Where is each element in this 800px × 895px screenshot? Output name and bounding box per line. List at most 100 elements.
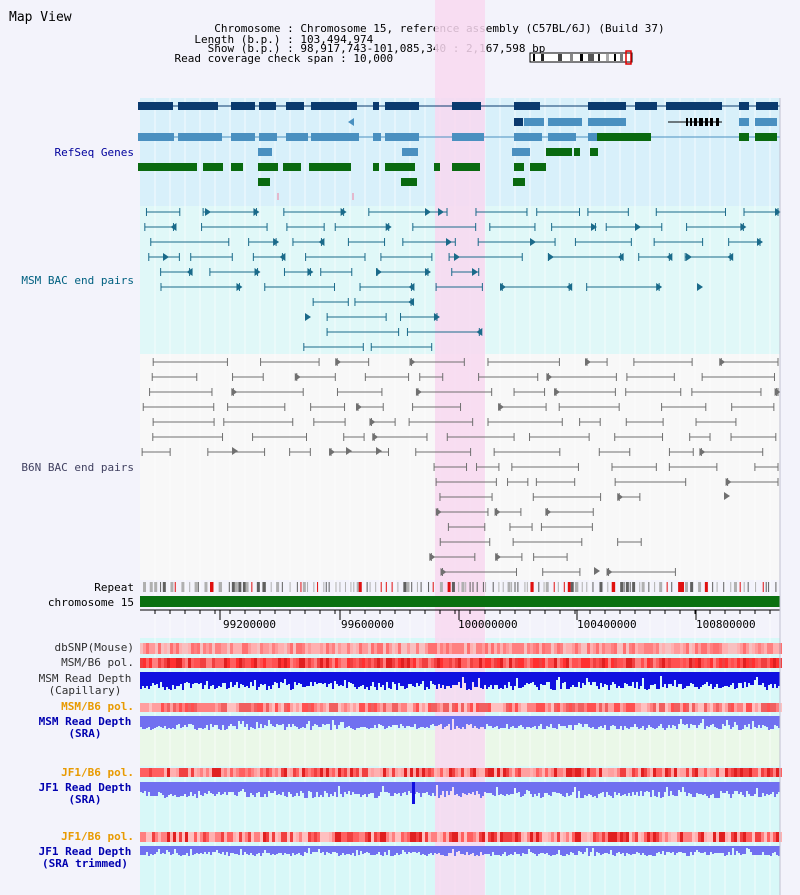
chromosome-band: [580, 54, 583, 61]
gene-strand-arrow: [286, 102, 291, 110]
density-cell: [401, 832, 404, 842]
density-cell: [188, 703, 191, 712]
read-depth-bar: [432, 846, 434, 855]
density-cell: [473, 832, 476, 842]
read-depth-bar: [474, 782, 476, 795]
read-depth-bar: [374, 846, 376, 855]
read-depth-bar: [326, 716, 328, 724]
density-cell: [767, 643, 770, 654]
density-cell: [218, 768, 221, 777]
jf1-sra-line2: (SRA): [68, 793, 102, 806]
density-cell: [707, 643, 710, 654]
read-depth-bar: [750, 716, 752, 729]
chromosome-band: [614, 54, 616, 61]
msm-bac-end-pairs-label[interactable]: MSM BAC end pairs: [21, 274, 134, 287]
read-depth-bar: [646, 672, 648, 690]
refseq-genes-label[interactable]: RefSeq Genes: [54, 146, 134, 159]
density-cell: [308, 703, 311, 712]
b6n-bac-end-pairs-label[interactable]: B6N BAC end pairs: [21, 461, 134, 474]
axis-tick-label: 99600000: [341, 618, 394, 631]
gene-strand-arrow: [434, 163, 439, 171]
density-cell: [650, 703, 653, 712]
read-depth-bar: [558, 782, 560, 793]
density-cell: [626, 658, 629, 668]
density-cell: [506, 768, 509, 777]
read-depth-bar: [572, 846, 574, 853]
read-depth-bar: [224, 782, 226, 792]
read-depth-bar: [542, 846, 544, 853]
density-cell: [368, 643, 371, 654]
read-depth-bar: [214, 846, 216, 852]
density-cell: [380, 658, 383, 668]
density-cell: [626, 703, 629, 712]
read-depth-bar: [408, 716, 410, 726]
read-depth-bar: [538, 672, 540, 690]
density-cell: [668, 643, 671, 654]
repeat-element: [447, 582, 451, 592]
density-cell: [524, 832, 527, 842]
density-cell: [296, 703, 299, 712]
density-cell: [734, 658, 737, 668]
read-depth-bar: [172, 716, 174, 728]
density-cell: [680, 768, 683, 777]
density-cell: [647, 643, 650, 654]
density-cell: [344, 643, 347, 654]
density-cell: [221, 703, 224, 712]
read-depth-bar: [364, 672, 366, 689]
read-depth-bar: [360, 846, 362, 851]
density-cell: [425, 643, 428, 654]
density-cell: [425, 703, 428, 712]
density-cell: [350, 703, 353, 712]
density-cell: [230, 703, 233, 712]
read-depth-bar: [146, 846, 148, 852]
density-cell: [617, 832, 620, 842]
density-cell: [701, 832, 704, 842]
read-depth-bar: [290, 782, 292, 794]
density-cell: [725, 643, 728, 654]
read-depth-bar: [610, 782, 612, 796]
read-depth-bar: [496, 716, 498, 726]
read-depth-bar: [520, 672, 522, 688]
density-cell: [236, 703, 239, 712]
density-cell: [593, 832, 596, 842]
read-depth-bar: [302, 846, 304, 856]
density-cell: [230, 768, 233, 777]
density-cell: [509, 768, 512, 777]
density-cell: [659, 703, 662, 712]
read-depth-bar: [320, 672, 322, 683]
density-cell: [716, 658, 719, 668]
density-cell: [665, 658, 668, 668]
read-depth-bar: [632, 716, 634, 727]
read-depth-bar: [370, 716, 372, 728]
density-cell: [776, 643, 779, 654]
read-depth-bar: [286, 716, 288, 727]
read-depth-bar: [546, 672, 548, 682]
read-depth-bar: [686, 846, 688, 856]
density-cell: [311, 703, 314, 712]
read-depth-bar: [328, 716, 330, 724]
read-depth-bar: [178, 716, 180, 724]
read-depth-bar: [200, 846, 202, 853]
read-depth-bar: [518, 782, 520, 792]
read-depth-bar: [388, 716, 390, 726]
density-cell: [536, 643, 539, 654]
density-cell: [410, 832, 413, 842]
density-cell: [290, 658, 293, 668]
density-cell: [260, 643, 263, 654]
density-cell: [467, 703, 470, 712]
read-depth-bar: [480, 672, 482, 688]
read-depth-bar: [402, 782, 404, 793]
density-cell: [371, 832, 374, 842]
read-depth-bar: [694, 716, 696, 725]
density-cell: [566, 658, 569, 668]
repeat-element: [328, 582, 330, 592]
density-cell: [212, 832, 215, 842]
density-cell: [179, 768, 182, 777]
density-cell: [545, 768, 548, 777]
density-cell: [554, 832, 557, 842]
density-cell: [728, 703, 731, 712]
density-cell: [233, 832, 236, 842]
repeat-element: [684, 582, 688, 592]
density-cell: [533, 832, 536, 842]
